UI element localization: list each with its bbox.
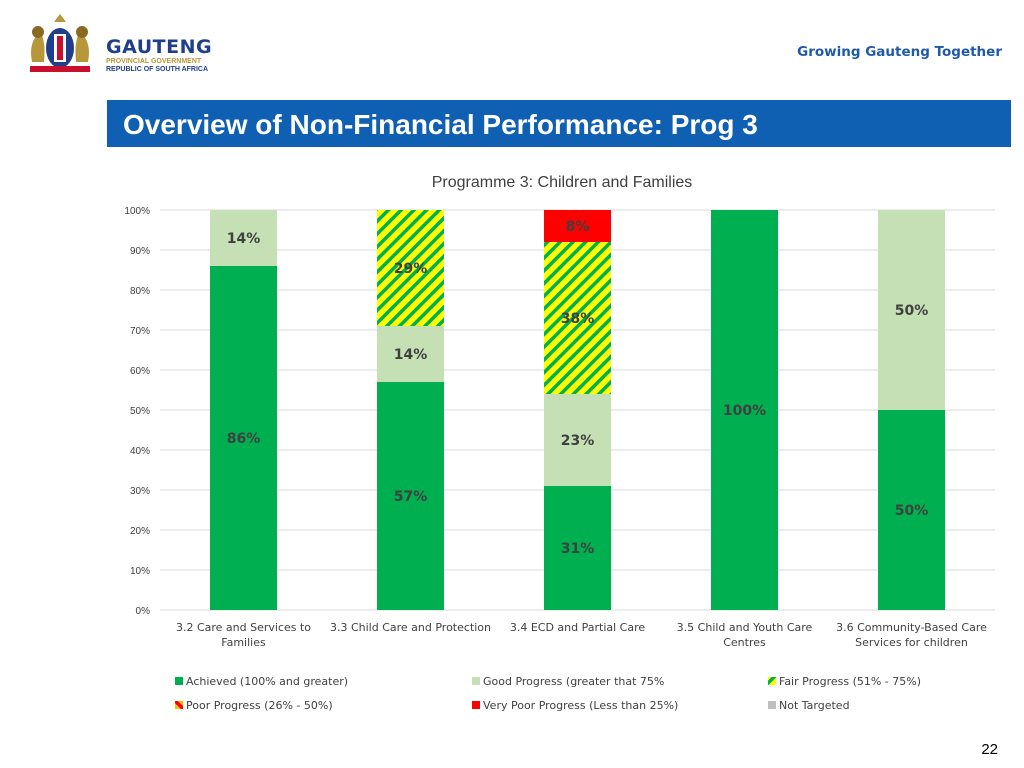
gauteng-logo [10, 12, 210, 78]
bar-segment-very_poor [544, 210, 611, 242]
chart-title: Programme 3: Children and Families [432, 174, 693, 191]
legend-entry: Fair Progress (51% - 75%) [779, 675, 921, 688]
data-label: 29% [394, 261, 428, 277]
y-tick-label: 100% [124, 206, 150, 217]
x-category-label: Families [221, 636, 266, 649]
data-label: 57% [394, 489, 428, 505]
y-tick-label: 50% [130, 406, 150, 417]
legend-swatch-very_poor [472, 701, 480, 709]
data-label: 14% [227, 231, 261, 247]
x-category-label: 3.5 Child and Youth Care [677, 621, 813, 634]
data-label: 100% [723, 403, 766, 419]
tagline: Growing Gauteng Together [797, 44, 1002, 60]
data-label: 8% [566, 219, 590, 235]
y-tick-label: 40% [130, 446, 150, 457]
bar-segment-achieved [544, 486, 611, 610]
data-label: 50% [895, 303, 929, 319]
legend-entry: Very Poor Progress (Less than 25%) [483, 699, 678, 712]
legend-entry: Poor Progress (26% - 50%) [186, 699, 333, 712]
x-category-label: 3.4 ECD and Partial Care [510, 621, 646, 634]
legend-entry: Achieved (100% and greater) [186, 675, 348, 688]
data-label: 50% [895, 503, 929, 519]
data-label: 38% [561, 311, 595, 327]
chart-svg: Programme 3: Children and Families 0% 10%… [124, 174, 995, 712]
coat-of-arms-icon [30, 14, 90, 72]
x-category-label: Services for children [855, 636, 968, 649]
legend-swatch-good [472, 677, 480, 685]
bar-segment-good [544, 394, 611, 486]
page-number: 22 [981, 741, 998, 758]
bar-segment-good [878, 210, 945, 410]
data-label: 14% [394, 347, 428, 363]
y-tick-label: 20% [130, 526, 150, 537]
legend-swatch-fair [768, 677, 776, 685]
legend-swatch-achieved [175, 677, 183, 685]
slide-title: Overview of Non-Financial Performance: P… [123, 109, 758, 140]
x-category-label: Centres [723, 636, 766, 649]
logo-subtitle-2: REPUBLIC OF SOUTH AFRICA [106, 66, 209, 73]
bar-segment-achieved [878, 410, 945, 610]
data-label: 23% [561, 433, 595, 449]
x-category-label: 3.3 Child Care and Protection [330, 621, 491, 634]
legend-swatch-poor [175, 701, 183, 709]
x-category-label: 3.6 Community-Based Care [836, 621, 987, 634]
data-label: 31% [561, 541, 595, 557]
logo-name: GAUTENG [106, 36, 213, 58]
bar-segment-fair [377, 210, 444, 326]
legend-entry: Good Progress (greater that 75% [483, 675, 664, 688]
logo-subtitle-1: PROVINCIAL GOVERNMENT [106, 58, 202, 65]
y-tick-label: 0% [136, 606, 151, 617]
bar-segment-achieved [377, 382, 444, 610]
bar-segment-achieved [210, 266, 277, 610]
y-tick-label: 80% [130, 286, 150, 297]
x-category-label: 3.2 Care and Services to [176, 621, 311, 634]
title-bar: Overview of Non-Financial Performance: P… [107, 100, 1011, 147]
bar-segment-good [377, 326, 444, 382]
bar-segment-good [210, 210, 277, 266]
bar-segment-fair [544, 242, 611, 394]
stacked-bar-chart: Programme 3: Children and Families 0% 10%… [100, 165, 1010, 725]
bar-segment-achieved [711, 210, 778, 610]
data-label: 86% [227, 431, 261, 447]
y-tick-label: 10% [130, 566, 150, 577]
y-tick-label: 70% [130, 326, 150, 337]
y-tick-label: 90% [130, 246, 150, 257]
y-tick-label: 60% [130, 366, 150, 377]
legend-entry: Not Targeted [779, 699, 850, 712]
legend-swatch-not_targeted [768, 701, 776, 709]
y-tick-label: 30% [130, 486, 150, 497]
